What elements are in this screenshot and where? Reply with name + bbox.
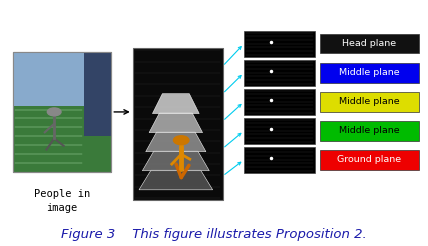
FancyBboxPatch shape [133, 48, 223, 200]
FancyBboxPatch shape [244, 147, 315, 173]
Polygon shape [152, 94, 199, 114]
FancyBboxPatch shape [13, 52, 111, 106]
FancyBboxPatch shape [320, 92, 419, 111]
FancyBboxPatch shape [244, 118, 315, 144]
FancyBboxPatch shape [320, 34, 419, 53]
Text: Figure 3    This figure illustrates Proposition 2.: Figure 3 This figure illustrates Proposi… [61, 228, 367, 241]
FancyBboxPatch shape [320, 121, 419, 140]
FancyBboxPatch shape [13, 52, 111, 172]
Text: Middle plane: Middle plane [339, 68, 400, 77]
Circle shape [48, 108, 61, 116]
Polygon shape [146, 132, 206, 152]
Polygon shape [139, 170, 213, 190]
Polygon shape [149, 113, 202, 133]
FancyBboxPatch shape [320, 150, 419, 169]
Circle shape [173, 136, 189, 145]
FancyBboxPatch shape [244, 60, 315, 86]
Text: Middle plane: Middle plane [339, 97, 400, 106]
FancyBboxPatch shape [244, 31, 315, 57]
Text: Head plane: Head plane [342, 39, 396, 48]
Polygon shape [143, 151, 209, 171]
FancyBboxPatch shape [84, 52, 111, 136]
FancyBboxPatch shape [244, 89, 315, 115]
Text: People in
image: People in image [34, 189, 90, 213]
Text: Middle plane: Middle plane [339, 126, 400, 135]
FancyBboxPatch shape [320, 63, 419, 82]
Text: Ground plane: Ground plane [337, 155, 401, 164]
